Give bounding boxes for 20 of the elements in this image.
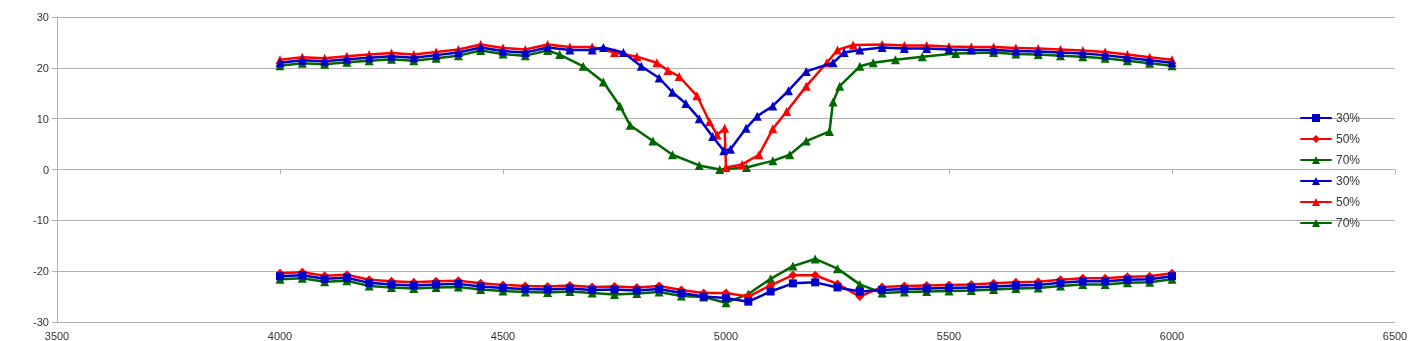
legend-label: 50%	[1335, 195, 1361, 209]
y-tick-label: 20	[36, 61, 49, 74]
legend-label: 50%	[1335, 132, 1361, 146]
x-tick-label: 4500	[490, 329, 516, 341]
x-tick-label: 6000	[1159, 329, 1185, 341]
y-tick-label: -30	[33, 316, 49, 328]
legend-label: 30%	[1335, 111, 1361, 125]
y-tick-label: -10	[33, 214, 49, 227]
legend-label: 30%	[1335, 174, 1361, 188]
x-tick-label: 5000	[713, 329, 739, 341]
x-tick-label: 3500	[44, 329, 70, 341]
legend-label: 70%	[1335, 216, 1361, 230]
legend-label: 70%	[1335, 153, 1361, 167]
x-tick-label: 6500	[1382, 329, 1408, 341]
y-tick-label: 30	[36, 11, 49, 23]
y-tick-label: 0	[42, 163, 49, 176]
y-tick-label: 10	[36, 112, 49, 125]
x-tick-label: 4000	[267, 329, 293, 341]
y-tick-label: -20	[33, 265, 49, 278]
x-tick-label: 5500	[936, 329, 962, 341]
